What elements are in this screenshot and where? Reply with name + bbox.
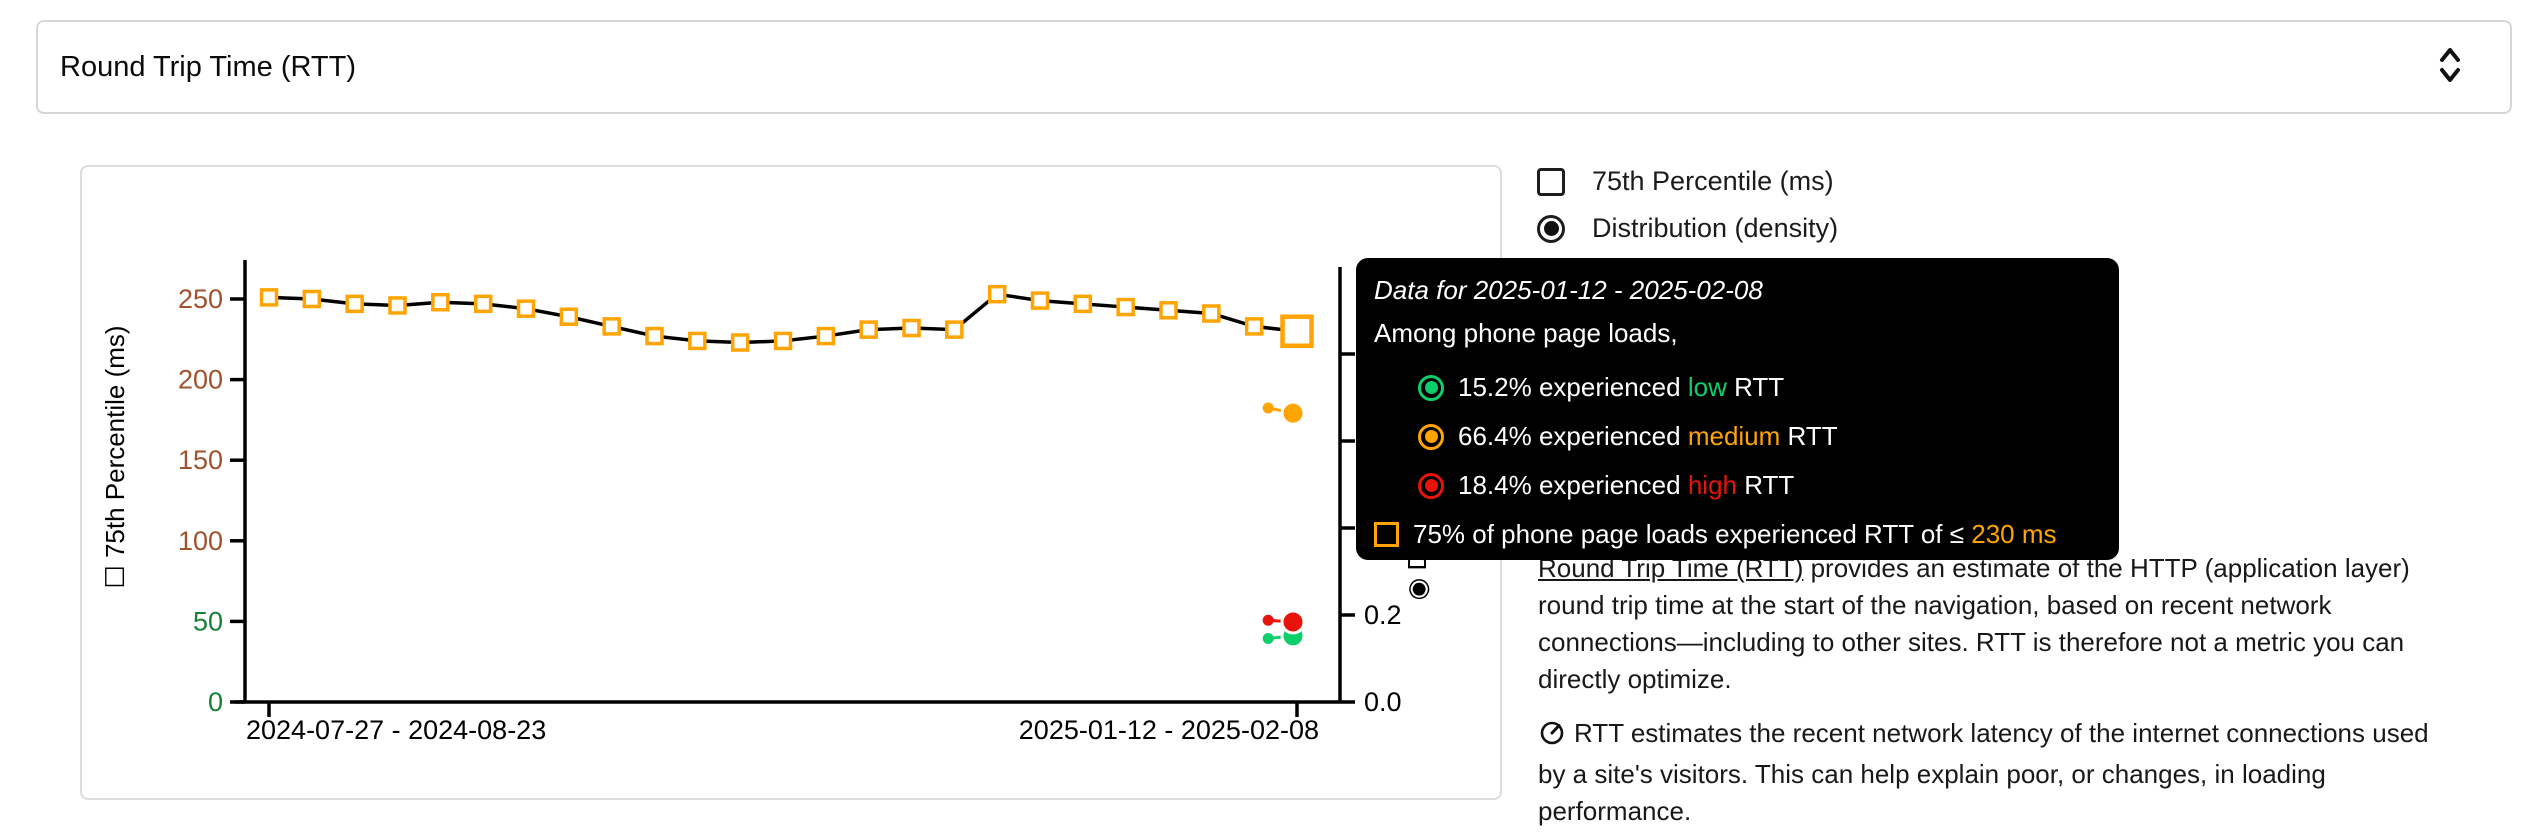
data-point-marker[interactable] <box>987 284 1007 304</box>
data-point-marker[interactable] <box>473 294 493 314</box>
data-point-marker[interactable] <box>1159 301 1178 320</box>
rtt-explainer-text: RTT estimates the recent network latency… <box>1538 718 2429 826</box>
data-point-marker[interactable] <box>1202 304 1221 323</box>
text-segment: RTT estimates the recent network latency… <box>1538 718 2429 826</box>
legend-percentile-toggle[interactable]: 75th Percentile (ms) <box>1537 166 1838 197</box>
legend-distribution-label: Distribution (density) <box>1592 213 1839 243</box>
gauge-icon <box>1538 718 1566 756</box>
density-ring-icon-2 <box>1418 472 1444 499</box>
data-point-marker[interactable] <box>773 331 793 351</box>
data-point-marker[interactable] <box>559 307 579 326</box>
tooltip-row: 15.2% experienced low RTT <box>1418 363 2099 412</box>
density-dot-prev-high[interactable] <box>1262 614 1274 626</box>
data-point-marker[interactable] <box>388 296 407 315</box>
left-axis-title: ☐ 75th Percentile (ms) <box>100 325 130 588</box>
data-point-marker[interactable] <box>945 320 964 339</box>
tooltip-row: 66.4% experienced medium RTT <box>1418 412 2099 461</box>
legend-percentile-label: 75th Percentile (ms) <box>1592 166 1834 196</box>
chart-series-legend: 75th Percentile (ms) Distribution (densi… <box>1537 166 1838 244</box>
data-point-marker[interactable] <box>730 333 750 352</box>
y-tick-label: 250 <box>178 284 223 314</box>
chart-card: 0 50 100 150 200 250 0.0 0.2 2024-07-27 - 2024-0… <box>80 165 1502 800</box>
data-point-marker[interactable] <box>259 288 279 307</box>
data-point-marker[interactable] <box>1116 297 1135 317</box>
data-point-marker[interactable] <box>902 318 921 338</box>
metric-select-value: Round Trip Time (RTT) <box>60 50 356 83</box>
density-ring-icon-1 <box>1418 423 1444 450</box>
density-dot-prev-low[interactable] <box>1262 632 1274 644</box>
density-dot-current-medium[interactable] <box>1280 400 1306 426</box>
data-point-marker[interactable] <box>1073 294 1093 314</box>
chart-tooltip: Data for 2025-01-12 - 2025-02-08 Among p… <box>1356 258 2119 560</box>
tooltip-title: Data for 2025-01-12 - 2025-02-08 <box>1374 275 1763 305</box>
data-point-marker[interactable] <box>859 320 878 339</box>
y-tick-label: 50 <box>193 606 223 636</box>
data-point-marker[interactable] <box>816 326 836 346</box>
legend-distribution-toggle[interactable]: Distribution (density) <box>1537 213 1838 244</box>
data-point-marker[interactable] <box>688 331 707 351</box>
data-point-marker[interactable] <box>516 299 536 318</box>
rtt-definition-paragraph: Round Trip Time (RTT) provides an estima… <box>1538 550 2458 698</box>
data-point-marker[interactable] <box>645 326 664 346</box>
tooltip-row: 18.4% experienced high RTT <box>1418 461 2099 510</box>
rtt-explainer-paragraph: RTT estimates the recent network latency… <box>1538 715 2458 830</box>
tooltip-rows: 15.2% experienced low RTT 66.4% experienc… <box>1374 363 2099 559</box>
tooltip-row-text: 75% of phone page loads experienced RTT … <box>1413 519 2057 549</box>
density-dot-prev-medium[interactable] <box>1262 402 1274 414</box>
right-tick-label: 0.0 <box>1364 687 1402 717</box>
data-point-marker[interactable] <box>1030 291 1050 310</box>
y-tick-label: 0 <box>208 687 223 717</box>
density-dot-current-high[interactable] <box>1280 609 1306 635</box>
x-tick-label: 2024-07-27 - 2024-08-23 <box>246 715 546 745</box>
tooltip-row-text: 66.4% experienced medium RTT <box>1458 421 1838 451</box>
data-point-marker[interactable] <box>302 289 322 309</box>
data-point-marker-highlighted[interactable] <box>1280 314 1314 348</box>
data-point-marker[interactable] <box>345 294 364 314</box>
metric-select[interactable]: Round Trip Time (RTT) <box>36 20 2512 114</box>
tooltip-row-text: 18.4% experienced high RTT <box>1458 470 1795 500</box>
data-point-marker[interactable] <box>602 317 621 336</box>
x-tick-label: 2025-01-12 - 2025-02-08 <box>1019 715 1319 745</box>
density-ring-icon-0 <box>1418 374 1444 401</box>
metric-description: Round Trip Time (RTT) provides an estima… <box>1538 550 2458 830</box>
tooltip-row: 75% of phone page loads experienced RTT … <box>1374 510 2099 559</box>
y-tick-label: 150 <box>178 445 223 475</box>
checkbox-unchecked-icon <box>1537 167 1565 196</box>
data-point-marker[interactable] <box>1244 317 1264 336</box>
y-tick-label: 200 <box>178 365 223 395</box>
percentile-square-icon-3 <box>1374 522 1399 547</box>
y-tick-label: 100 <box>178 526 223 556</box>
right-tick-label: 0.2 <box>1364 600 1402 630</box>
select-arrows-icon <box>2434 41 2466 94</box>
rtt-timeseries-chart: 0 50 100 150 200 250 0.0 0.2 2024-07-27 - 2024-0… <box>100 260 1432 745</box>
radio-selected-icon <box>1537 214 1565 243</box>
tooltip-row-text: 15.2% experienced low RTT <box>1458 372 1785 402</box>
tooltip-subtitle: Among phone page loads, <box>1374 318 1678 348</box>
data-point-marker[interactable] <box>431 292 450 312</box>
